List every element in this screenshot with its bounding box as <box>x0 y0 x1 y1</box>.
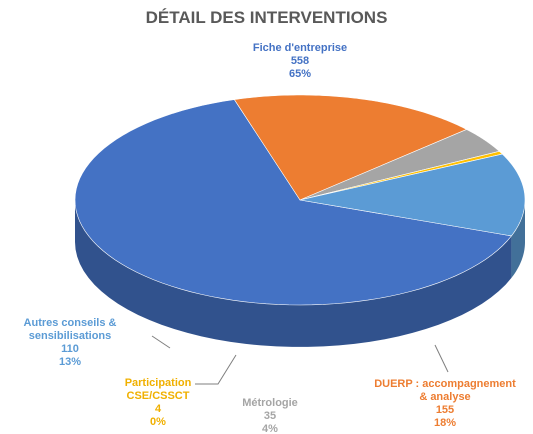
slice <box>74 99 512 306</box>
label-value: 4 <box>154 403 162 415</box>
data-label: Autres conseils & sensibilisations 110 13% <box>10 317 130 369</box>
slice-side <box>511 200 525 278</box>
slice <box>233 94 468 201</box>
label-name: Fiche d'entreprise <box>252 42 348 54</box>
slice-side <box>75 200 512 347</box>
label-percent: 0% <box>150 416 166 428</box>
slice <box>299 151 503 201</box>
leader-line <box>151 335 171 349</box>
label-name: Participation CSE/CSSCT <box>124 377 192 402</box>
label-value: 35 <box>263 410 277 422</box>
data-label: Participation CSE/CSSCT 4 0% <box>113 377 203 429</box>
label-value: 110 <box>61 343 79 355</box>
label-value: 155 <box>435 404 455 416</box>
label-name: Autres conseils & sensibilisations <box>23 317 117 342</box>
label-percent: 13% <box>58 356 82 368</box>
slice <box>299 129 501 201</box>
label-percent: 65% <box>288 68 312 80</box>
label-name: DUERP : accompagnement & analyse <box>374 378 516 403</box>
label-name: Métrologie <box>242 397 298 409</box>
label-percent: 4% <box>262 423 278 434</box>
leader-line <box>195 354 237 385</box>
label-percent: 18% <box>433 417 457 429</box>
leader-line <box>434 344 449 373</box>
data-label: DUERP : accompagnement & analyse 155 18% <box>370 378 520 430</box>
data-label: Métrologie 35 4% <box>230 397 310 434</box>
label-value: 558 <box>290 55 310 67</box>
data-label: Fiche d'entreprise 558 65% <box>225 42 375 81</box>
chart-title: DÉTAIL DES INTERVENTIONS <box>145 8 388 27</box>
slice <box>299 153 526 237</box>
